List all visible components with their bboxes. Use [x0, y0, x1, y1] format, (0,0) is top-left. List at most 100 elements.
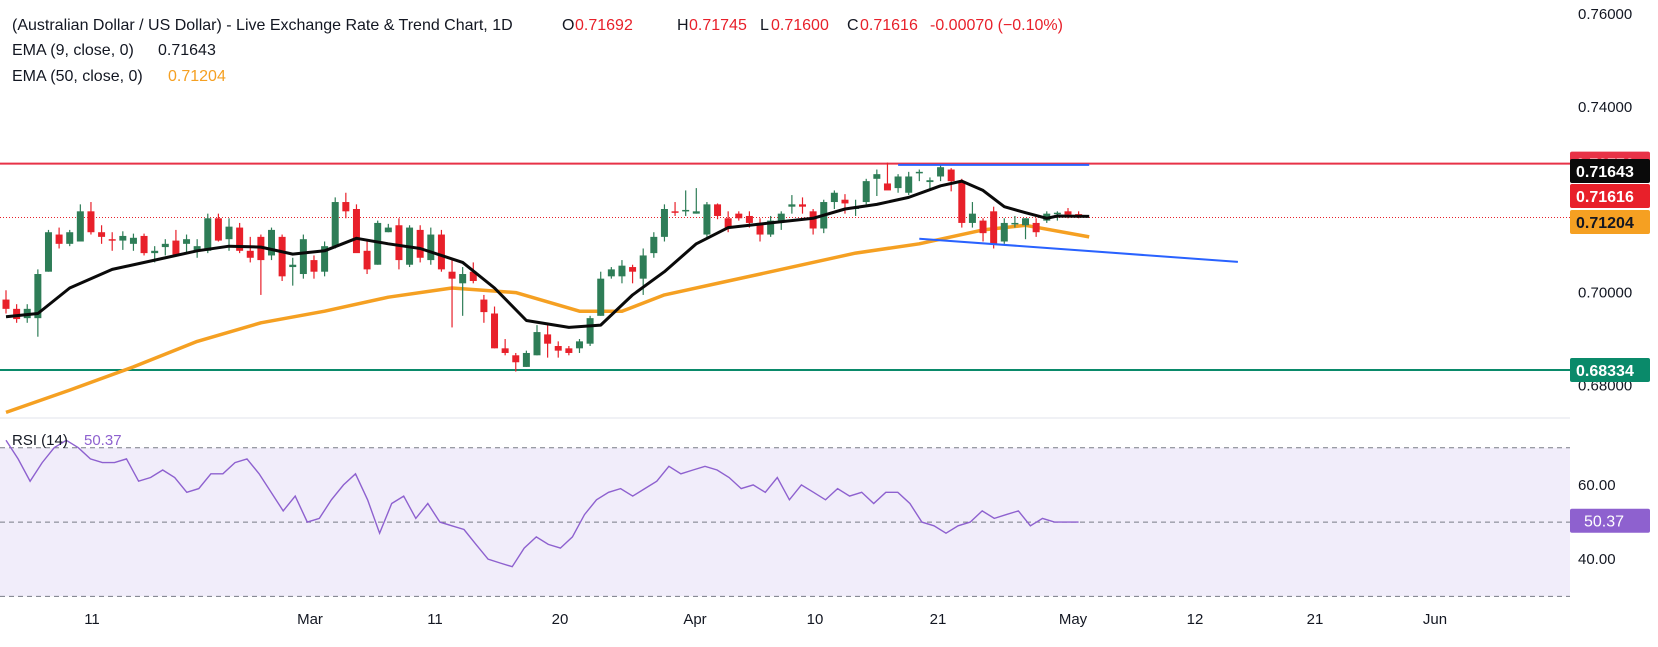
time-tick-label: 21	[930, 611, 947, 628]
low-label: L	[760, 17, 769, 34]
candle-body	[204, 218, 212, 251]
candle-body	[947, 169, 955, 182]
candle-body	[724, 218, 732, 228]
candle-body	[714, 204, 722, 216]
candle-body	[172, 240, 180, 255]
ema50-tag-bg	[1570, 210, 1650, 234]
ema9-tag-bg	[1570, 159, 1650, 183]
ema9-line	[5, 179, 1090, 329]
candle-body	[533, 332, 541, 356]
candle-body	[607, 269, 615, 277]
candle-body	[1032, 222, 1040, 233]
candle-body	[639, 255, 647, 279]
candle-body	[968, 213, 976, 223]
change-value: -0.00070 (−0.10%)	[930, 17, 1063, 34]
time-tick-label: Apr	[683, 611, 706, 628]
candle-body	[756, 222, 764, 235]
candle-body	[331, 202, 339, 247]
ema9-legend-label: EMA (9, close, 0)	[12, 42, 134, 59]
candle-body	[342, 202, 350, 212]
time-tick-label: 11	[84, 611, 100, 628]
low-value: 0.71600	[771, 17, 829, 34]
ema9-path	[5, 179, 1090, 329]
candle-body	[225, 226, 233, 240]
candle-body	[289, 264, 297, 268]
candle-body	[363, 250, 371, 270]
candle-body	[427, 234, 435, 261]
candle-body	[44, 232, 52, 272]
candle-body	[151, 250, 159, 254]
candle-body	[597, 278, 605, 316]
last-price-tag-text: 0.71616	[1576, 189, 1634, 206]
candle-body	[1022, 218, 1030, 226]
candle-body	[841, 199, 849, 204]
candle-body	[937, 167, 945, 177]
ema9-legend-value: 0.71643	[158, 42, 216, 59]
candle-body	[618, 265, 626, 277]
price-tick-label: 0.76000	[1578, 6, 1632, 23]
candle-body	[830, 192, 838, 203]
candle-body	[915, 171, 923, 174]
time-tick-label: 11	[427, 611, 443, 628]
candle-body	[958, 181, 966, 223]
candle-body	[193, 246, 201, 251]
candle-body	[448, 271, 456, 279]
candle-body	[310, 260, 318, 272]
candle-body	[459, 274, 467, 284]
time-tick-label: Mar	[297, 611, 323, 628]
rsi-line	[5, 439, 1079, 568]
candle-body	[214, 218, 222, 241]
ema50-legend-label: EMA (50, close, 0)	[12, 68, 143, 85]
candle-body	[777, 213, 785, 221]
support-tag-bg	[1570, 357, 1650, 382]
candle-body	[278, 236, 286, 277]
candle-body	[437, 234, 445, 270]
candle-body	[735, 213, 743, 219]
candle-body	[650, 236, 658, 254]
candle-body	[374, 222, 382, 265]
candle-body	[512, 355, 520, 363]
candle-body	[384, 227, 392, 233]
ohlc-readout: O 0.71692 H 0.71745 L 0.71600 C 0.71616 …	[562, 17, 1063, 34]
candle-body	[788, 204, 796, 207]
candle-body	[629, 267, 637, 272]
candle-body	[246, 250, 254, 258]
candle-body	[1064, 211, 1072, 215]
price-tick-label: 0.70000	[1578, 285, 1632, 302]
levels	[0, 162, 1570, 371]
open-value: 0.71692	[575, 17, 633, 34]
candle-body	[108, 239, 116, 241]
candle-body	[554, 346, 562, 351]
candle-body	[491, 313, 499, 349]
candle-body	[66, 232, 74, 244]
channel-lines	[898, 163, 1238, 263]
candles	[2, 162, 1083, 372]
open-label: O	[562, 17, 574, 34]
candle-body	[979, 220, 987, 234]
rsi-tick-label: 60.00	[1578, 477, 1616, 494]
time-tick-label: Jun	[1423, 611, 1447, 628]
time-tick-label: 12	[1187, 611, 1204, 628]
candle-body	[905, 176, 913, 193]
candle-body	[682, 209, 690, 212]
time-tick-label: 21	[1307, 611, 1324, 628]
ema9-tag-text: 0.71643	[1576, 164, 1634, 181]
candle-body	[544, 334, 552, 344]
candle-body	[299, 239, 307, 275]
last-price-tag-bg	[1570, 184, 1650, 208]
candle-body	[862, 181, 870, 203]
rsi-pane: 60.00 40.00 50.37	[0, 439, 1650, 597]
candle-body	[1000, 222, 1008, 242]
candle-body	[87, 211, 95, 233]
candle-body	[990, 211, 998, 244]
candle-body	[926, 180, 934, 183]
candle-body	[129, 237, 137, 244]
candle-body	[416, 229, 424, 258]
candle-body	[98, 232, 106, 237]
candle-body	[161, 243, 169, 248]
time-tick-label: 20	[552, 611, 569, 628]
candle-body	[480, 299, 488, 313]
time-axis: 11 Mar 11 20 Apr 10 21 May 12 21 Jun	[84, 611, 1447, 628]
